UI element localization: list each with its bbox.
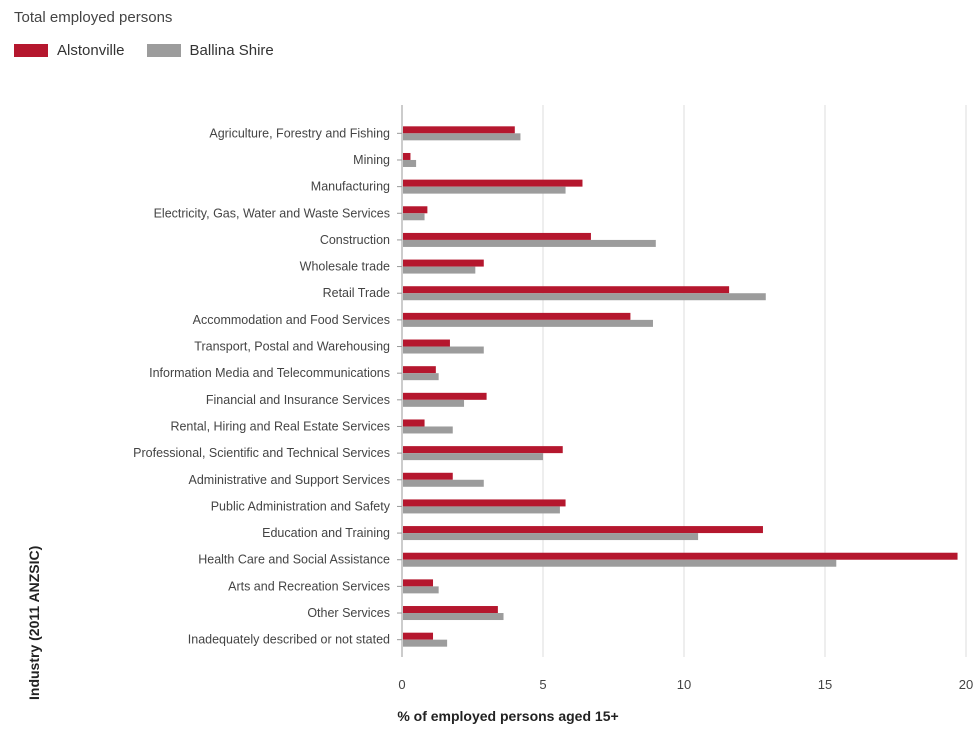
category-label: Electricity, Gas, Water and Waste Servic…	[154, 206, 390, 220]
category-label: Information Media and Telecommunications	[149, 366, 390, 380]
bar-alstonville	[403, 499, 566, 507]
category-label: Public Administration and Safety	[211, 499, 391, 513]
bar-ballina-shire	[403, 479, 484, 487]
bar-alstonville	[403, 579, 434, 587]
category-label: Mining	[353, 153, 390, 167]
x-tick-label: 15	[818, 677, 832, 692]
bar-alstonville	[403, 419, 425, 427]
category-label: Professional, Scientific and Technical S…	[133, 446, 390, 460]
bar-ballina-shire	[403, 586, 439, 594]
bar-ballina-shire	[403, 559, 837, 567]
category-label: Wholesale trade	[300, 260, 390, 274]
legend-swatch-alstonville	[14, 44, 48, 57]
legend-item-ballina-shire[interactable]: Ballina Shire	[146, 42, 274, 59]
bar-ballina-shire	[403, 399, 465, 407]
bar-ballina-shire	[403, 533, 699, 541]
bar-alstonville	[403, 339, 450, 347]
bar-ballina-shire	[403, 186, 566, 194]
bar-ballina-shire	[403, 133, 521, 141]
chart-title: Total employed persons	[14, 9, 173, 26]
bar-alstonville	[403, 366, 436, 374]
legend-swatch-ballina-shire	[146, 44, 181, 57]
category-label: Financial and Insurance Services	[206, 393, 390, 407]
x-tick-label: 5	[539, 677, 546, 692]
category-label: Administrative and Support Services	[189, 473, 390, 487]
bar-ballina-shire	[403, 453, 543, 461]
x-tick-label: 10	[677, 677, 691, 692]
bar-alstonville	[403, 606, 498, 614]
legend-label-ballina-shire: Ballina Shire	[189, 42, 274, 59]
bar-ballina-shire	[403, 346, 484, 354]
category-label: Health Care and Social Assistance	[198, 553, 390, 567]
bar-ballina-shire	[403, 373, 439, 381]
bar-ballina-shire	[403, 266, 476, 274]
bar-ballina-shire	[403, 213, 425, 221]
category-label: Rental, Hiring and Real Estate Services	[170, 419, 390, 433]
bar-ballina-shire	[403, 159, 417, 167]
category-label: Construction	[320, 233, 390, 247]
bar-alstonville	[403, 259, 484, 267]
category-label: Transport, Postal and Warehousing	[194, 340, 390, 354]
x-tick-label: 20	[959, 677, 973, 692]
x-tick-label: 0	[398, 677, 405, 692]
y-axis-label: Industry (2011 ANZSIC)	[26, 545, 42, 700]
bar-alstonville	[403, 232, 591, 240]
bar-ballina-shire	[403, 239, 656, 247]
bar-ballina-shire	[403, 426, 453, 434]
bar-alstonville	[403, 446, 563, 454]
bar-alstonville	[403, 152, 411, 160]
bar-ballina-shire	[403, 639, 448, 647]
category-label: Retail Trade	[323, 286, 390, 300]
legend-label-alstonville: Alstonville	[57, 42, 125, 59]
category-label: Arts and Recreation Services	[228, 579, 390, 593]
bar-alstonville	[403, 286, 730, 294]
bar-ballina-shire	[403, 506, 560, 514]
category-label: Inadequately described or not stated	[188, 633, 390, 647]
bar-alstonville	[403, 526, 763, 534]
bar-alstonville	[403, 552, 958, 560]
legend-item-alstonville[interactable]: Alstonville	[14, 42, 125, 59]
category-label: Education and Training	[262, 526, 390, 540]
category-label: Agriculture, Forestry and Fishing	[209, 126, 390, 140]
bar-ballina-shire	[403, 613, 504, 621]
bar-alstonville	[403, 472, 453, 480]
bar-alstonville	[403, 632, 434, 640]
bar-alstonville	[403, 126, 515, 134]
category-label: Manufacturing	[311, 180, 390, 194]
category-label: Accommodation and Food Services	[193, 313, 390, 327]
x-axis-label: % of employed persons aged 15+	[397, 708, 619, 724]
bar-ballina-shire	[403, 319, 653, 327]
bar-ballina-shire	[403, 293, 766, 301]
chart-legend: Alstonville Ballina Shire	[14, 42, 296, 59]
bar-alstonville	[403, 179, 583, 187]
category-label: Other Services	[307, 606, 390, 620]
bar-alstonville	[403, 312, 631, 320]
bar-alstonville	[403, 206, 428, 214]
bar-alstonville	[403, 392, 487, 400]
